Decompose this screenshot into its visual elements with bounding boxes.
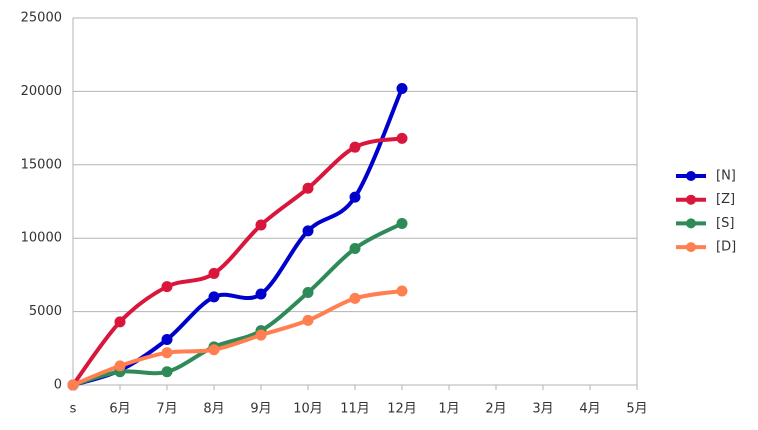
marker xyxy=(161,281,173,293)
marker xyxy=(349,141,361,153)
marker xyxy=(396,132,408,144)
legend-label: [D] xyxy=(716,240,736,255)
legend-marker xyxy=(686,218,696,229)
marker xyxy=(208,267,220,279)
marker xyxy=(396,82,408,94)
legend-marker xyxy=(686,242,696,253)
x-tick-label: 7月 xyxy=(156,402,177,417)
y-tick-label: 0 xyxy=(54,378,62,393)
x-tick-label: 4月 xyxy=(579,402,600,417)
x-tick-label: 5月 xyxy=(626,402,647,417)
marker xyxy=(161,333,173,345)
marker xyxy=(114,316,126,328)
marker xyxy=(302,287,314,299)
marker xyxy=(302,182,314,194)
x-tick-label: 11月 xyxy=(340,402,370,417)
marker xyxy=(208,344,220,356)
x-tick-label: 9月 xyxy=(250,402,271,417)
x-tick-label: 12月 xyxy=(387,402,417,417)
series-line xyxy=(71,136,403,387)
legend-marker xyxy=(686,171,696,181)
y-tick-label: 20000 xyxy=(21,84,62,99)
y-tick-label: 10000 xyxy=(21,231,62,246)
marker xyxy=(302,225,314,237)
x-tick-label: 2月 xyxy=(485,402,506,417)
x-tick-label: 6月 xyxy=(109,402,130,417)
x-tick-label: s xyxy=(70,402,77,417)
y-tick-label: 5000 xyxy=(29,304,62,319)
legend-label: [N] xyxy=(716,169,736,184)
legend-label: [S] xyxy=(716,216,734,231)
x-tick-label: 1月 xyxy=(438,402,459,417)
x-tick-label: 8月 xyxy=(203,402,224,417)
marker xyxy=(208,291,220,303)
marker xyxy=(161,366,173,378)
marker xyxy=(396,285,408,297)
marker xyxy=(396,218,408,230)
marker xyxy=(255,288,267,300)
legend-marker xyxy=(686,194,696,205)
legend-label: [Z] xyxy=(716,192,735,207)
marker xyxy=(349,242,361,254)
marker xyxy=(349,191,361,203)
y-tick-label: 15000 xyxy=(21,157,62,172)
marker xyxy=(67,379,79,391)
marker xyxy=(161,347,173,359)
marker xyxy=(255,219,267,231)
x-tick-label: 10月 xyxy=(293,402,323,417)
y-tick-label: 25000 xyxy=(21,11,62,26)
marker xyxy=(302,314,314,326)
marker xyxy=(255,329,267,341)
marker xyxy=(349,292,361,304)
marker xyxy=(114,360,126,372)
x-tick-label: 3月 xyxy=(532,402,553,417)
